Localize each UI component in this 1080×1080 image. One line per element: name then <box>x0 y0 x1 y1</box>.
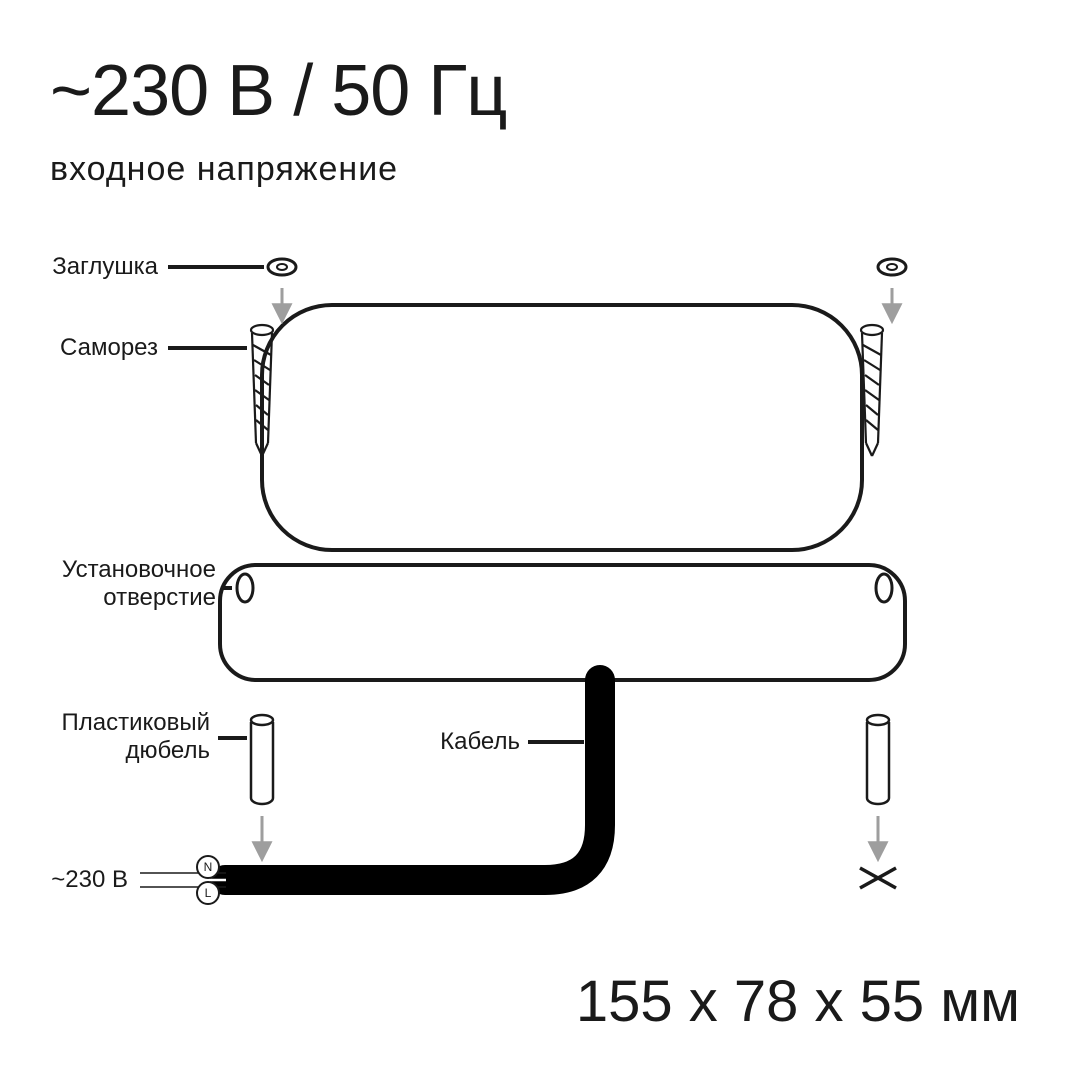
drill-mark-right <box>860 868 896 888</box>
svg-text:L: L <box>205 886 212 900</box>
label-dowel: Пластиковый дюбель <box>61 709 210 764</box>
device-base <box>220 565 905 680</box>
dowel-left <box>251 715 273 804</box>
terminal-n: N <box>197 856 219 878</box>
label-screw: Саморез <box>60 334 158 362</box>
cap-left <box>268 259 296 275</box>
device-body <box>262 305 862 550</box>
dimensions-text: 155 х 78 х 55 мм <box>576 968 1020 1035</box>
label-cap: Заглушка <box>52 253 158 281</box>
cap-right <box>878 259 906 275</box>
mount-hole-left <box>237 574 253 602</box>
label-mount-hole: Установочное отверстие <box>62 556 216 611</box>
label-cable: Кабель <box>440 728 520 756</box>
svg-text:N: N <box>204 860 213 874</box>
cable-icon <box>225 680 600 880</box>
screw-right <box>861 325 883 456</box>
terminal-l: L <box>197 882 219 904</box>
mount-hole-right <box>876 574 892 602</box>
installation-diagram: N L <box>0 0 1080 1080</box>
label-voltage: ~230 В <box>51 866 128 894</box>
dowel-right <box>867 715 889 804</box>
